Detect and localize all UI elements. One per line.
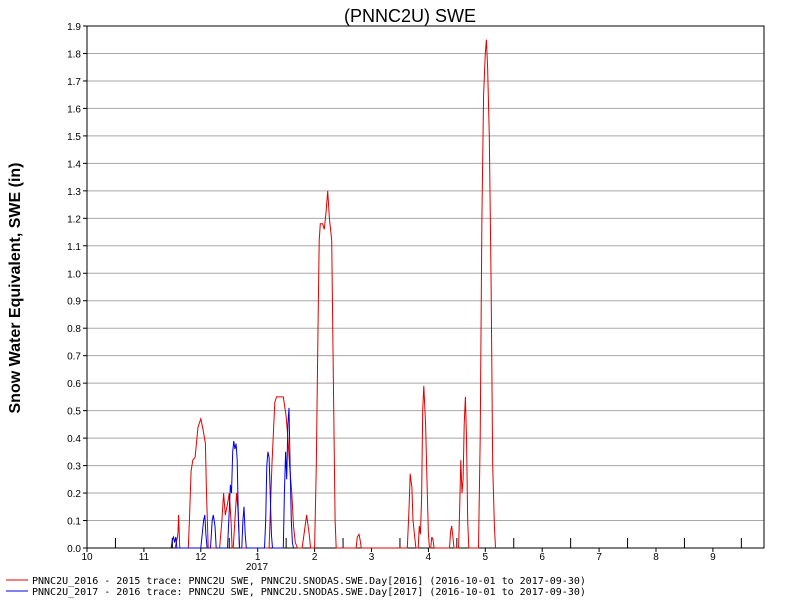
y-tick-label: 1.3 — [67, 187, 81, 198]
x-tick-label: 1 — [255, 552, 261, 563]
x-tick-label: 10 — [81, 552, 93, 563]
x-tick-label: 4 — [426, 552, 432, 563]
series-line-1 — [170, 407, 294, 549]
x-tick-label: 8 — [653, 552, 659, 563]
x-tick-label: 3 — [369, 552, 375, 563]
y-axis-label: Snow Water Equivalent, SWE (in) — [7, 163, 24, 414]
y-tick-label: 0.9 — [67, 297, 81, 308]
y-tick-label: 0.8 — [67, 324, 81, 335]
y-tick-label: 0.5 — [67, 407, 81, 418]
x-axis-year-label: 2017 — [246, 562, 269, 573]
y-tick-label: 0.0 — [67, 544, 81, 555]
y-tick-label: 1.7 — [67, 77, 81, 88]
x-tick-label: 2 — [312, 552, 318, 563]
y-tick-label: 0.4 — [67, 434, 81, 445]
y-tick-label: 1.0 — [67, 269, 81, 280]
y-tick-label: 0.1 — [67, 517, 81, 528]
x-tick-label: 5 — [483, 552, 489, 563]
y-axis-ticks: 0.0 0.1 0.2 0.3 0.4 0.5 0.6 0.7 0.8 0.9 1.0 1.1 1.2 1… — [67, 22, 87, 555]
x-tick-label: 6 — [539, 552, 545, 563]
series-line-0 — [174, 39, 496, 549]
y-tick-label: 1.2 — [67, 214, 81, 225]
y-tick-label: 1.4 — [67, 159, 81, 170]
x-tick-label: 11 — [139, 552, 150, 563]
y-tick-label: 0.2 — [67, 489, 81, 500]
series-layer — [170, 39, 496, 549]
legend-label-2017: PNNC2U_2017 - 2016 trace: PNNC2U SWE, PN… — [32, 587, 586, 598]
y-tick-label: 1.5 — [67, 132, 81, 143]
plot-area-border — [86, 25, 765, 549]
x-tick-label: 12 — [195, 552, 207, 563]
y-tick-label: 1.6 — [67, 104, 81, 115]
legend-label-2016: PNNC2U_2016 - 2015 trace: PNNC2U SWE, PN… — [32, 576, 586, 587]
x-tick-label: 7 — [596, 552, 602, 563]
y-tick-label: 0.6 — [67, 379, 81, 390]
y-tick-label: 1.9 — [67, 22, 81, 33]
legend: PNNC2U_2016 - 2015 trace: PNNC2U SWE, PN… — [6, 576, 586, 598]
grid-lines — [87, 25, 764, 522]
x-tick-label: 9 — [710, 552, 716, 563]
chart-title: (PNNC2U) SWE — [344, 6, 476, 26]
y-tick-label: 1.8 — [67, 49, 81, 60]
y-tick-label: 0.7 — [67, 352, 81, 363]
y-tick-label: 1.1 — [67, 242, 81, 253]
x-axis-ticks: 10 11 12 1 2 3 4 5 6 7 8 9 — [81, 538, 742, 563]
y-tick-label: 0.3 — [67, 462, 81, 473]
